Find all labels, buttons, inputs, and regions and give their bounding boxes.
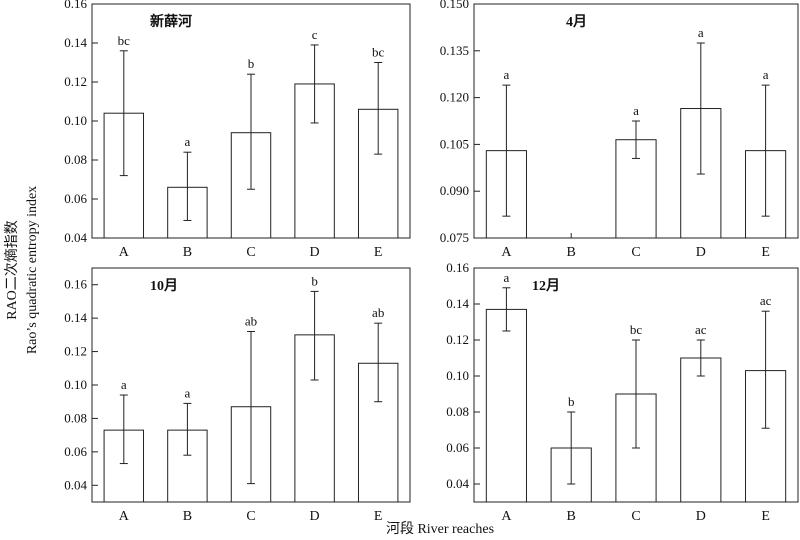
april-panel-title: 4月 <box>566 14 587 30</box>
april-ytick-label: 0.090 <box>440 183 469 198</box>
april-significance-label: a <box>763 67 769 82</box>
december-ytick-label: 0.04 <box>446 476 469 491</box>
december-ytick-label: 0.10 <box>446 368 469 383</box>
xinxuehe-ytick-label: 0.12 <box>64 74 87 89</box>
april-ytick-label: 0.105 <box>440 136 469 151</box>
october-ytick-label: 0.16 <box>64 277 87 292</box>
xinxuehe-panel-title: 新薛河 <box>150 13 192 30</box>
december-category-label: E <box>761 509 770 524</box>
october-ytick-label: 0.14 <box>64 310 87 325</box>
xinxuehe-significance-label: bc <box>118 33 131 48</box>
panel-april: 0.075 0.090 0.105 0.120 0.135 0.150 Aa B Ca Da Ea 4… <box>440 0 799 260</box>
xinxuehe-ytick-label: 0.06 <box>64 191 87 206</box>
april-ytick-label: 0.135 <box>440 43 469 58</box>
april-ytick-label: 0.075 <box>440 230 469 245</box>
october-panel-title: 10月 <box>150 278 178 294</box>
december-ytick-label: 0.08 <box>446 404 469 419</box>
december-significance-label: a <box>504 270 510 285</box>
october-significance-label: a <box>121 377 127 392</box>
december-ytick-label: 0.06 <box>446 440 469 455</box>
april-ytick-label: 0.120 <box>440 90 469 105</box>
april-ytick-label: 0.150 <box>440 0 469 11</box>
xinxuehe-category-label: A <box>119 245 130 260</box>
december-category-label: C <box>631 509 640 524</box>
xinxuehe-ytick-label: 0.08 <box>64 152 87 167</box>
xinxuehe-ytick-label: 0.10 <box>64 113 87 128</box>
panel-xinxuehe: 0.04 0.06 0.08 0.10 0.12 0.14 0.16 Abc Ba Cb Dc Ebc… <box>64 0 411 260</box>
december-category-label: D <box>696 509 706 524</box>
december-category-label: B <box>567 509 576 524</box>
october-category-label: C <box>246 509 255 524</box>
xinxuehe-significance-label: a <box>185 134 191 149</box>
december-significance-label: b <box>568 394 575 409</box>
october-ytick-label: 0.08 <box>64 410 87 425</box>
december-ytick-label: 0.16 <box>446 260 469 275</box>
october-ytick-label: 0.04 <box>64 477 87 492</box>
december-significance-label: ac <box>760 293 772 308</box>
april-category-label: D <box>696 245 706 260</box>
xinxuehe-significance-label: c <box>312 27 318 42</box>
xinxuehe-category-label: E <box>374 245 383 260</box>
december-significance-label: ac <box>695 322 707 337</box>
panel-october: 0.04 0.06 0.08 0.10 0.12 0.14 0.16 Aa Ba Cab Db Eab… <box>64 267 411 524</box>
december-bar-d <box>680 357 722 503</box>
xinxuehe-significance-label: bc <box>372 45 385 60</box>
december-category-label: A <box>501 509 512 524</box>
october-category-label: D <box>310 509 320 524</box>
december-panel-title: 12月 <box>532 278 560 294</box>
october-ytick-label: 0.12 <box>64 344 87 359</box>
xinxuehe-category-label: D <box>310 245 320 260</box>
xinxuehe-category-label: C <box>246 245 255 260</box>
april-significance-label: a <box>504 67 510 82</box>
xinxuehe-ytick-label: 0.14 <box>64 35 87 50</box>
y-axis-title-en: Rao’s quadratic entropy index <box>25 186 40 354</box>
xinxuehe-significance-label: b <box>248 56 255 71</box>
april-category-label: B <box>567 245 576 260</box>
xinxuehe-ytick-label: 0.04 <box>64 230 87 245</box>
october-significance-label: ab <box>372 305 384 320</box>
april-category-label: A <box>501 245 512 260</box>
december-bar-a <box>485 308 527 503</box>
april-category-label: E <box>761 245 770 260</box>
xinxuehe-category-label: B <box>183 245 192 260</box>
april-category-label: C <box>631 245 640 260</box>
october-category-label: E <box>374 509 383 524</box>
october-significance-label: a <box>185 385 191 400</box>
october-category-label: A <box>119 509 130 524</box>
panel-december: 0.04 0.06 0.08 0.10 0.12 0.14 0.16 Aa Bb Cbc Dac Ea… <box>446 260 799 524</box>
october-ytick-label: 0.06 <box>64 444 87 459</box>
april-significance-label: a <box>633 103 639 118</box>
december-significance-label: bc <box>630 322 643 337</box>
april-significance-label: a <box>698 25 704 40</box>
xinxuehe-ytick-label: 0.16 <box>64 0 87 11</box>
october-significance-label: ab <box>245 314 257 329</box>
october-ytick-label: 0.10 <box>64 377 87 392</box>
october-category-label: B <box>183 509 192 524</box>
x-axis-title: 河段 River reaches <box>386 521 494 537</box>
december-ytick-label: 0.12 <box>446 332 469 347</box>
y-axis-title-cn: RAO二次熵指数 <box>4 220 20 320</box>
october-significance-label: b <box>311 273 318 288</box>
december-ytick-label: 0.14 <box>446 296 469 311</box>
